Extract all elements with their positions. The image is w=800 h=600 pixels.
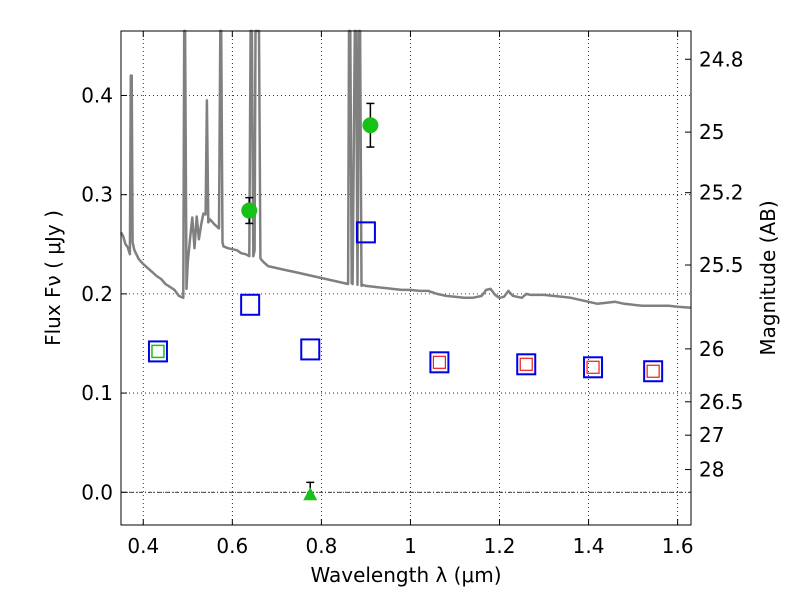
y2-tick-label: 26 [699, 337, 724, 361]
x-tick-label: 1.2 [484, 534, 516, 558]
x-tick-label: 0.6 [216, 534, 248, 558]
plot-frame [120, 30, 692, 526]
y-axis-label: Flux Fν ( μJy ) [41, 210, 65, 346]
x-tick-label: 1 [404, 534, 417, 558]
observed-photometry [241, 102, 379, 501]
model-box-inner-green [151, 344, 165, 359]
y2-tick-label: 24.8 [699, 47, 744, 71]
model-box-nir [429, 351, 450, 374]
model-box-optical [355, 221, 376, 244]
y2-tick-label: 27 [699, 423, 724, 447]
y-tick-label: 0.4 [81, 83, 113, 107]
y-tick-label: 0.1 [81, 381, 113, 405]
model-box-optical [147, 340, 168, 363]
model-box-inner-red [646, 364, 660, 378]
model-box-nir [583, 356, 604, 379]
y-tick-label: 0.0 [81, 480, 113, 504]
x-tick-label: 0.4 [127, 534, 159, 558]
y2-tick-label: 25.5 [699, 253, 744, 277]
model-box-nir [516, 353, 537, 376]
observed-point [241, 202, 258, 219]
y2-tick-label: 28 [699, 458, 724, 482]
y2-tick-label: 25 [699, 120, 724, 144]
y2-tick-label: 25.2 [699, 181, 744, 205]
y2-tick-label: 26.5 [699, 390, 744, 414]
model-box-optical [300, 338, 321, 361]
model-box-inner-red [519, 357, 533, 371]
model-box-inner-red [432, 355, 446, 369]
model-box-nir [643, 360, 664, 383]
y-tick-label: 0.3 [81, 183, 113, 207]
model-photometry-boxes [147, 221, 664, 383]
model-box-optical [240, 293, 261, 316]
observed-triangle [303, 487, 318, 501]
y-axis-magnitude: 24.8 25 25.2 25.5 26 26.5 27 28 [685, 47, 744, 482]
y-tick-label: 0.2 [81, 282, 113, 306]
y-axis-flux: 0.0 0.1 0.2 0.3 0.4 [81, 83, 127, 504]
x-axis: 0.4 0.6 0.8 1 1.2 1.4 1.6 [127, 31, 694, 558]
x-tick-label: 1.6 [662, 534, 694, 558]
x-tick-label: 0.8 [305, 534, 337, 558]
observed-point [362, 117, 379, 134]
y2-axis-label: Magnitude (AB) [756, 200, 780, 355]
model-box-inner-red [586, 360, 600, 374]
x-axis-label: Wavelength λ (μm) [310, 563, 501, 587]
x-tick-label: 1.4 [573, 534, 605, 558]
